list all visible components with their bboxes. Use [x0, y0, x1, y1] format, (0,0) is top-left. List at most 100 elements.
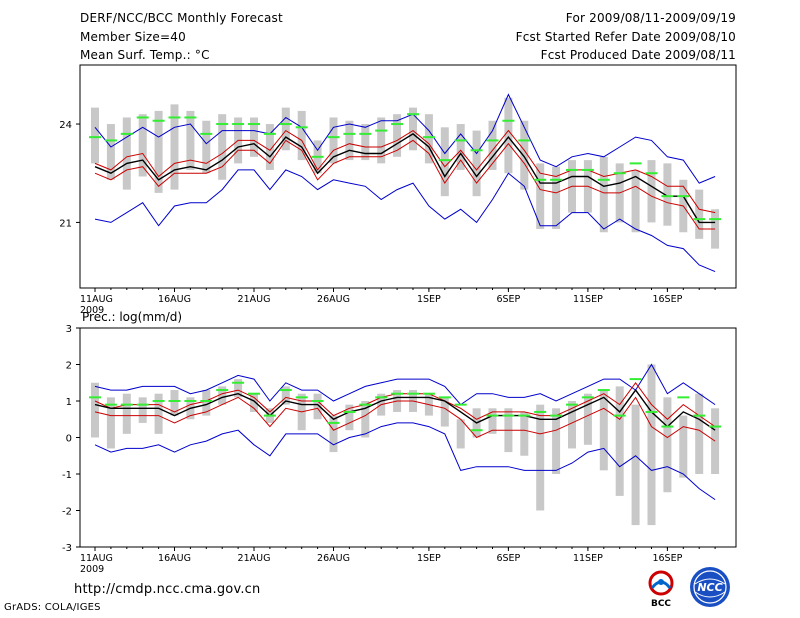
spread-bar	[250, 393, 258, 412]
spread-bar	[170, 390, 179, 416]
year-label: 2009	[80, 305, 104, 316]
x-tick-label: 11AUG	[80, 294, 113, 305]
spread-bar	[106, 397, 115, 449]
spread-bar	[122, 393, 131, 434]
spread-bar	[520, 411, 529, 456]
spread-bar	[202, 120, 211, 174]
upper-line	[94, 129, 716, 214]
max-line	[94, 363, 716, 406]
spread-bar	[91, 107, 99, 164]
spread-bar	[170, 104, 179, 190]
x-tick-label: 21AUG	[238, 553, 271, 564]
min-line	[94, 169, 716, 273]
spread-bar	[186, 110, 195, 170]
spread-bar	[599, 156, 608, 233]
spread-bar	[695, 189, 704, 239]
precip-title: Prec.: log(mm/d)	[82, 310, 182, 324]
spread-bar	[456, 419, 465, 449]
spread-bar	[472, 130, 481, 197]
forecast-period-label: For 2009/08/11-2009/09/19	[565, 11, 736, 25]
spread-bar	[138, 114, 147, 177]
spread-bar	[138, 397, 147, 423]
spread-bar	[154, 393, 163, 434]
spread-bar	[393, 114, 402, 157]
spread-bar	[154, 110, 163, 193]
bcc-logo-text: BCC	[651, 599, 671, 609]
member-size-label: Member Size=40	[80, 30, 186, 44]
spread-bar	[615, 386, 624, 496]
spread-bar	[663, 163, 672, 226]
spread-bar	[91, 382, 99, 438]
spread-bar	[583, 393, 592, 445]
spread-bar	[488, 120, 497, 170]
spread-bar	[218, 386, 227, 405]
spread-bar	[488, 408, 497, 434]
spread-bar	[281, 107, 290, 151]
spread-bar	[265, 124, 274, 170]
spread-bar	[536, 163, 545, 229]
lower-line	[94, 139, 716, 230]
mean-line	[94, 133, 716, 224]
spread-bar	[520, 120, 529, 190]
spread-bar	[599, 390, 608, 471]
ncc-logo: NCC	[690, 567, 730, 607]
x-tick-label: 6SEP	[496, 294, 520, 305]
spread-bar	[631, 404, 640, 526]
spread-bar	[711, 408, 720, 474]
spread-bar	[552, 166, 561, 229]
x-tick-label: 16AUG	[158, 553, 191, 564]
x-tick-label: 16SEP	[652, 294, 682, 305]
spread-bar	[122, 117, 131, 190]
spread-bar	[329, 415, 338, 453]
y-tick-label: 3	[66, 324, 72, 335]
spread-bar	[345, 404, 354, 431]
spread-bar	[361, 124, 370, 161]
spread-bar	[329, 117, 338, 164]
produced-date-label: Fcst Produced Date 2009/08/11	[540, 48, 736, 62]
y-tick-label: 0	[66, 434, 72, 445]
spread-bar	[345, 120, 354, 161]
grads-credit: GrADS: COLA/IGES	[4, 602, 101, 613]
x-tick-label: 6SEP	[496, 553, 520, 564]
variable-label: Mean Surf. Temp.: °C	[80, 48, 210, 62]
y-tick-label: -3	[62, 543, 72, 554]
spread-bar	[424, 114, 433, 164]
spread-bar	[647, 160, 656, 223]
spread-bar	[504, 97, 513, 174]
spread-bar	[218, 114, 227, 180]
spread-bar	[440, 127, 449, 197]
spread-bar	[234, 379, 243, 398]
spread-bar	[440, 397, 449, 427]
chart-title: DERF/NCC/BCC Monthly Forecast	[80, 11, 283, 25]
y-tick-label: 24	[59, 120, 72, 131]
x-tick-label: 11SEP	[573, 294, 603, 305]
max-line	[94, 93, 716, 184]
spread-bar	[552, 408, 561, 474]
spread-bar	[106, 124, 115, 180]
x-tick-label: 26AUG	[317, 553, 350, 564]
x-tick-label: 26AUG	[317, 294, 350, 305]
spread-bar	[361, 401, 370, 438]
spread-bar	[536, 404, 545, 511]
x-tick-label: 1SEP	[417, 294, 441, 305]
y-tick-label: 2	[66, 361, 72, 372]
y-tick-label: 1	[66, 397, 72, 408]
plot-frame-0	[79, 64, 737, 289]
start-date-label: Fcst Started Refer Date 2009/08/10	[515, 30, 736, 44]
x-tick-label: 11SEP	[573, 553, 603, 564]
spread-bar	[679, 415, 688, 478]
spread-bar	[647, 364, 656, 526]
mean-line	[94, 388, 716, 431]
spread-bar	[313, 393, 322, 420]
spread-bar	[377, 117, 386, 164]
y-tick-label: -1	[62, 470, 72, 481]
spread-bar	[631, 169, 640, 233]
spread-bar	[202, 390, 211, 416]
spread-bar	[281, 386, 290, 405]
upper-line	[94, 381, 716, 428]
spread-bar	[250, 117, 258, 157]
ncc-logo-text: NCC	[697, 581, 722, 594]
source-url[interactable]: http://cmdp.ncc.cma.gov.cn	[74, 582, 261, 597]
y-tick-label: 21	[59, 218, 72, 229]
